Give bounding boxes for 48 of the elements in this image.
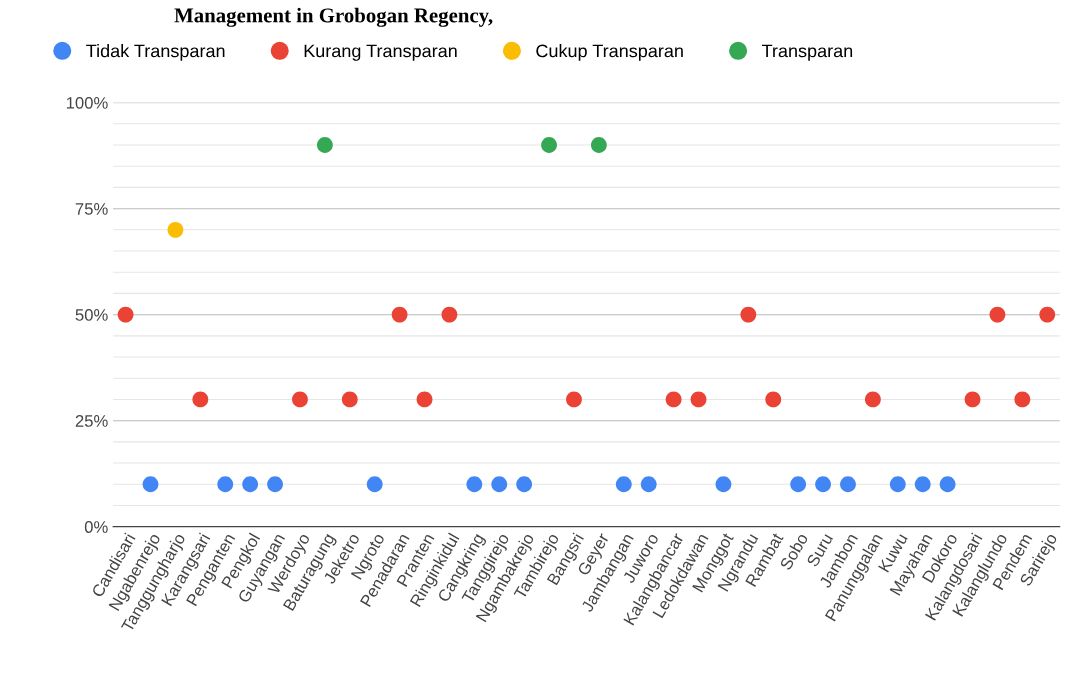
- point: [242, 476, 259, 493]
- point: [416, 391, 433, 408]
- point: [292, 391, 308, 408]
- point: [267, 476, 283, 493]
- point: [790, 476, 807, 493]
- y-tick-label: 100%: [66, 96, 108, 109]
- legend-label: Transparan: [761, 44, 853, 61]
- point: [217, 476, 234, 493]
- point: [391, 306, 408, 323]
- point: [815, 476, 831, 493]
- point: [840, 476, 856, 493]
- point: [316, 137, 333, 153]
- point: [516, 476, 533, 493]
- legend-label: Cukup Transparan: [536, 44, 683, 61]
- point: [1014, 391, 1031, 408]
- text: Management in Grobogan Regency,: [174, 7, 493, 27]
- point: [466, 476, 483, 493]
- point: [640, 476, 657, 493]
- point: [491, 476, 508, 493]
- point: [889, 476, 906, 493]
- point: [615, 476, 632, 493]
- legend-label: Tidak Transparan: [86, 44, 225, 61]
- legend-label: Kurang Transparan: [304, 44, 457, 61]
- y-tick-label: 75%: [75, 203, 108, 215]
- point: [541, 137, 557, 153]
- point: [366, 476, 383, 493]
- point: [590, 137, 607, 153]
- point: [192, 391, 209, 408]
- point: [341, 391, 358, 408]
- point: [690, 391, 707, 408]
- point: [665, 391, 682, 408]
- point: [715, 476, 732, 493]
- point: [914, 476, 931, 493]
- y-tick-label: 50%: [75, 309, 108, 321]
- point: [441, 306, 458, 323]
- point: [1039, 306, 1056, 323]
- point: [939, 476, 956, 493]
- point: [740, 306, 757, 323]
- point: [989, 306, 1006, 323]
- point: [167, 221, 184, 238]
- point: [117, 306, 134, 323]
- y-tick-label: 25%: [75, 415, 108, 427]
- y-tick-label: 0%: [84, 521, 108, 533]
- point: [566, 391, 582, 408]
- point: [765, 391, 782, 408]
- point: [142, 476, 159, 493]
- point: [964, 391, 981, 408]
- point: [864, 391, 881, 408]
